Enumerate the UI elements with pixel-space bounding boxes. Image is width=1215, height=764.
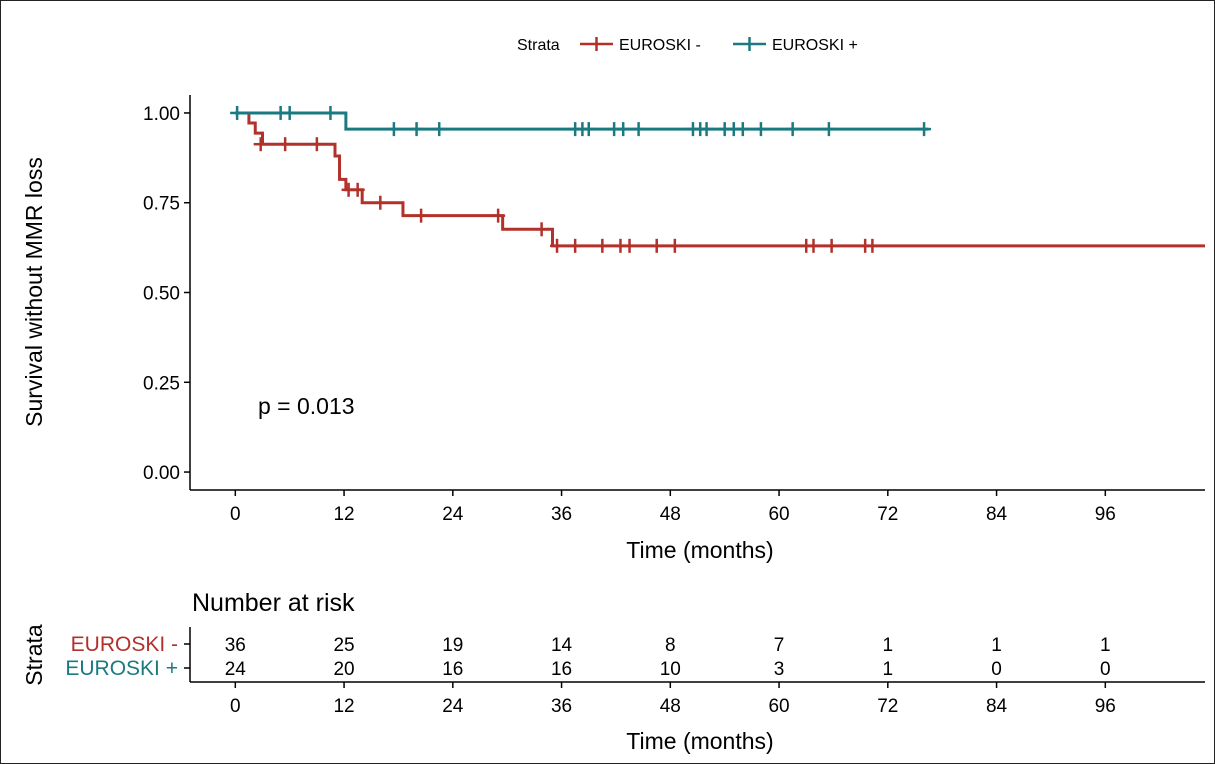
x-tick-label: 84 (986, 504, 1008, 525)
legend-label-euroski-minus: EUROSKI - (619, 37, 701, 54)
risk-cell: 36 (225, 635, 246, 656)
censor-mark-euroski-plus (735, 122, 750, 137)
x-tick-label: 12 (333, 504, 354, 525)
x-tick-label: 24 (442, 504, 464, 525)
censor-mark-euroski-minus (568, 238, 583, 253)
censor-mark-euroski-plus (282, 105, 297, 120)
legend-key-euroski-plus (733, 37, 766, 51)
censor-mark-euroski-plus (699, 122, 714, 137)
risk-x-tick-label: 12 (333, 696, 354, 717)
censor-mark-euroski-plus (432, 122, 447, 137)
censor-mark-euroski-minus (595, 238, 610, 253)
censor-mark-euroski-minus (622, 238, 637, 253)
risk-cell: 16 (551, 659, 572, 680)
censor-mark-euroski-minus (806, 238, 821, 253)
censor-mark-euroski-minus (373, 195, 388, 210)
main-axes: 0.00 0.25 0.50 0.75 1.00 0 12 24 36 48 60 72 84 96 (143, 95, 1205, 525)
censor-mark-euroski-plus (821, 122, 836, 137)
censor-mark-euroski-plus (917, 122, 932, 137)
censor-mark-euroski-plus (323, 105, 338, 120)
risk-cell: 0 (991, 659, 1002, 680)
censor-mark-euroski-minus (350, 182, 365, 197)
censor-mark-euroski-minus (278, 137, 293, 152)
censor-mark-euroski-minus (253, 137, 268, 152)
y-tick-label: 0.00 (143, 463, 180, 484)
risk-cell: 20 (333, 659, 354, 680)
censor-mark-euroski-plus (581, 122, 596, 137)
y-axis-title: Survival without MMR loss (21, 157, 47, 427)
censor-mark-euroski-plus (230, 105, 245, 120)
censor-mark-euroski-minus (534, 222, 549, 237)
legend: Strata EUROSKI - EUROSKI + (517, 37, 858, 54)
risk-x-tick-label: 0 (230, 696, 241, 717)
x-tick-label: 48 (660, 504, 681, 525)
censor-mark-euroski-plus (409, 122, 424, 137)
risk-cell: 1 (991, 635, 1002, 656)
risk-cell: 1 (883, 635, 894, 656)
x-tick-label: 72 (877, 504, 898, 525)
risk-table: 36 25 19 14 8 7 1 1 124 20 16 16 10 3 1 0 00 12 24 36 48 60 72… (184, 627, 1205, 717)
risk-cell: 8 (665, 635, 676, 656)
risk-cell: 14 (551, 635, 573, 656)
risk-cell: 0 (1100, 659, 1111, 680)
x-tick-label: 0 (230, 504, 241, 525)
risk-table-title: Number at risk (192, 589, 355, 617)
risk-row-label-euroski-minus: EUROSKI - (71, 633, 178, 656)
censor-mark-euroski-minus (824, 238, 839, 253)
risk-x-tick-label: 72 (877, 696, 898, 717)
censor-mark-euroski-plus (631, 122, 646, 137)
risk-cell: 7 (774, 635, 785, 656)
x-tick-label: 60 (768, 504, 789, 525)
risk-x-tick-label: 60 (768, 696, 789, 717)
risk-cell: 25 (333, 635, 354, 656)
censor-mark-euroski-minus (491, 208, 506, 223)
risk-cell: 24 (225, 659, 247, 680)
risk-x-tick-label: 84 (986, 696, 1008, 717)
censor-mark-euroski-plus (785, 122, 800, 137)
censor-mark-euroski-minus (309, 137, 324, 152)
y-tick-label: 1.00 (143, 104, 180, 125)
y-tick-label: 0.50 (143, 284, 180, 305)
risk-cell: 16 (442, 659, 463, 680)
x-axis-title: Time (months) (626, 537, 773, 563)
risk-x-tick-label: 36 (551, 696, 572, 717)
censor-mark-euroski-plus (753, 122, 768, 137)
p-value-annotation: p = 0.013 (258, 393, 355, 419)
censor-mark-euroski-plus (386, 122, 401, 137)
risk-x-tick-label: 48 (660, 696, 681, 717)
censor-mark-euroski-minus (649, 238, 664, 253)
legend-key-euroski-minus (580, 37, 613, 51)
censor-mark-euroski-minus (414, 208, 429, 223)
y-tick-label: 0.75 (143, 194, 180, 215)
risk-cell: 10 (660, 659, 681, 680)
x-tick-label: 36 (551, 504, 572, 525)
risk-x-tick-label: 96 (1095, 696, 1116, 717)
censor-mark-euroski-minus (667, 238, 682, 253)
y-tick-label: 0.25 (143, 373, 180, 394)
risk-cell: 3 (774, 659, 785, 680)
risk-cell: 19 (442, 635, 463, 656)
legend-label-euroski-plus: EUROSKI + (772, 37, 858, 54)
risk-x-tick-label: 24 (442, 696, 464, 717)
risk-cell: 1 (1100, 635, 1111, 656)
risk-x-axis-title: Time (months) (626, 728, 773, 754)
main-series (230, 105, 1205, 253)
risk-table-y-title: Strata (21, 624, 47, 686)
risk-cell: 1 (883, 659, 894, 680)
x-tick-label: 96 (1095, 504, 1116, 525)
censor-mark-euroski-minus (865, 238, 880, 253)
censor-mark-euroski-plus (616, 122, 631, 137)
series-line-euroski-minus (235, 111, 1205, 248)
risk-row-label-euroski-plus: EUROSKI + (65, 657, 178, 680)
censor-mark-euroski-minus (550, 238, 565, 253)
legend-title: Strata (517, 37, 560, 54)
